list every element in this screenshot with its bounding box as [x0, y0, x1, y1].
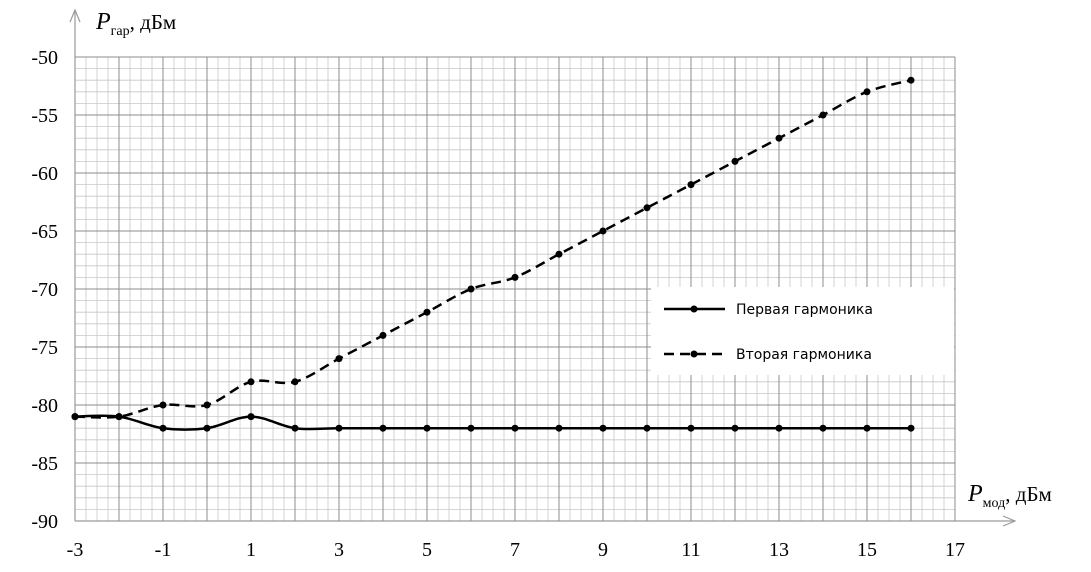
legend: Первая гармоника Вторая гармоника	[651, 287, 954, 375]
data-point-second	[555, 250, 563, 258]
y-tick-label: -65	[31, 221, 58, 243]
data-point-second	[291, 378, 299, 386]
legend-label-second: Вторая гармоника	[736, 347, 872, 363]
data-point-second	[335, 355, 343, 363]
y-axis-arrow	[69, 8, 81, 23]
y-tick-label: -80	[31, 395, 58, 417]
data-point-first	[555, 424, 563, 432]
y-tick-label: -85	[31, 453, 58, 475]
x-tick-label: 11	[681, 539, 700, 561]
data-point-second	[643, 204, 651, 212]
data-point-first	[511, 424, 519, 432]
data-point-first	[643, 424, 651, 432]
y-tick-label: -50	[31, 47, 58, 69]
legend-box	[651, 287, 954, 375]
data-point-first	[819, 424, 827, 432]
x-tick-label: 7	[510, 539, 520, 561]
x-axis-label: Pмод, дБм	[967, 481, 1052, 511]
data-point-first	[687, 424, 695, 432]
y-tick-label: -55	[31, 105, 58, 127]
data-point-first	[203, 424, 211, 432]
data-point-first	[159, 424, 167, 432]
data-point-first	[379, 424, 387, 432]
tick-labels: -3 -1 1 3 5 7 9 11 13 15 17-50-55-60-65-70-75-80-8…	[31, 47, 965, 561]
data-point-first	[599, 424, 607, 432]
series-line-first	[74, 414, 911, 431]
legend-marker-first	[690, 305, 698, 313]
data-point-first	[247, 413, 255, 421]
data-point-second	[511, 273, 519, 281]
data-point-second	[907, 76, 915, 84]
data-point-second	[203, 401, 211, 409]
x-tick-label: 1	[246, 539, 256, 561]
data-point-second	[599, 227, 607, 235]
y-tick-label: -60	[31, 163, 58, 185]
x-tick-label: 9	[598, 539, 608, 561]
data-point-second	[731, 157, 739, 165]
legend-marker-second	[690, 350, 698, 358]
x-tick-label: 3	[334, 539, 344, 561]
data-point-second	[159, 401, 167, 409]
data-point-first	[863, 424, 871, 432]
data-point-second	[379, 331, 387, 339]
data-point-second	[687, 181, 695, 189]
data-point-second	[115, 413, 123, 421]
data-point-second	[819, 111, 827, 119]
data-point-second	[71, 413, 79, 421]
y-tick-label: -70	[31, 279, 58, 301]
x-tick-label: 15	[857, 539, 877, 561]
data-point-first	[907, 424, 915, 432]
data-point-first	[423, 424, 431, 432]
x-tick-label: -1	[155, 539, 172, 561]
data-point-first	[775, 424, 783, 432]
data-point-first	[467, 424, 475, 432]
y-tick-label: -90	[31, 511, 58, 533]
data-point-first	[291, 424, 299, 432]
x-axis-arrow	[1002, 515, 1017, 527]
y-axis-label: Pгар, дБм	[95, 9, 176, 39]
data-point-second	[775, 134, 783, 142]
x-tick-label: 17	[945, 539, 965, 561]
data-point-first	[731, 424, 739, 432]
x-tick-label: -3	[67, 539, 84, 561]
series-line-second	[74, 78, 912, 419]
data-point-second	[467, 285, 475, 293]
data-point-second	[863, 88, 871, 96]
x-tick-label: 13	[769, 539, 789, 561]
series-layer	[71, 76, 915, 432]
axes	[69, 8, 1017, 527]
data-point-first	[335, 424, 343, 432]
x-tick-label: 5	[422, 539, 432, 561]
data-point-second	[423, 308, 431, 316]
y-tick-label: -75	[31, 337, 58, 359]
data-point-second	[247, 378, 255, 386]
legend-label-first: Первая гармоника	[736, 302, 873, 318]
